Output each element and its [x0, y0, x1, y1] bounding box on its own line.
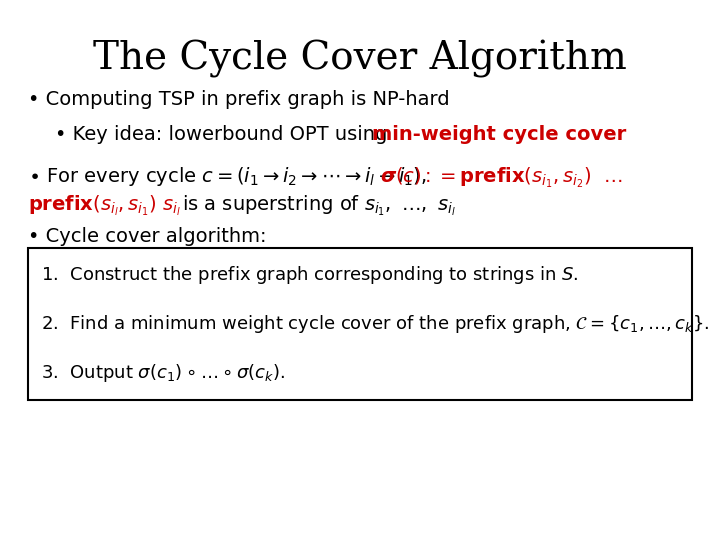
Text: • Cycle cover algorithm:: • Cycle cover algorithm:	[28, 227, 266, 246]
Text: 2.  Find a minimum weight cycle cover of the prefix graph, $\mathcal{C} = \{c_1,: 2. Find a minimum weight cycle cover of …	[41, 313, 710, 335]
Text: • Computing TSP in prefix graph is NP-hard: • Computing TSP in prefix graph is NP-ha…	[28, 90, 449, 109]
Text: is a superstring of $s_{i_1},\ \ldots,\ s_{i_l}$: is a superstring of $s_{i_1},\ \ldots,\ …	[182, 193, 456, 218]
Text: $\boldsymbol{\sigma}(c) := \mathbf{prefix}(s_{i_1}, s_{i_2})\ \ \ldots$: $\boldsymbol{\sigma}(c) := \mathbf{prefi…	[380, 165, 623, 190]
Text: 3.  Output $\sigma(c_1) \circ \ldots \circ \sigma(c_k)$.: 3. Output $\sigma(c_1) \circ \ldots \cir…	[41, 362, 285, 383]
Text: $\mathbf{prefix}(s_{i_l}, s_{i_1})\ s_{i_l}$: $\mathbf{prefix}(s_{i_l}, s_{i_1})\ s_{i…	[28, 193, 181, 218]
Text: $\bullet$ For every cycle $c = (i_1{\to}i_2{\to}{\cdots}{\to}i_l{\to}i_1)$,: $\bullet$ For every cycle $c = (i_1{\to}…	[28, 165, 427, 188]
Text: min-weight cycle cover: min-weight cycle cover	[372, 125, 626, 144]
Text: The Cycle Cover Algorithm: The Cycle Cover Algorithm	[93, 40, 627, 78]
Text: 1.  Construct the prefix graph corresponding to strings in $S$.: 1. Construct the prefix graph correspond…	[41, 265, 579, 286]
Text: • Key idea: lowerbound OPT using: • Key idea: lowerbound OPT using	[55, 125, 394, 144]
